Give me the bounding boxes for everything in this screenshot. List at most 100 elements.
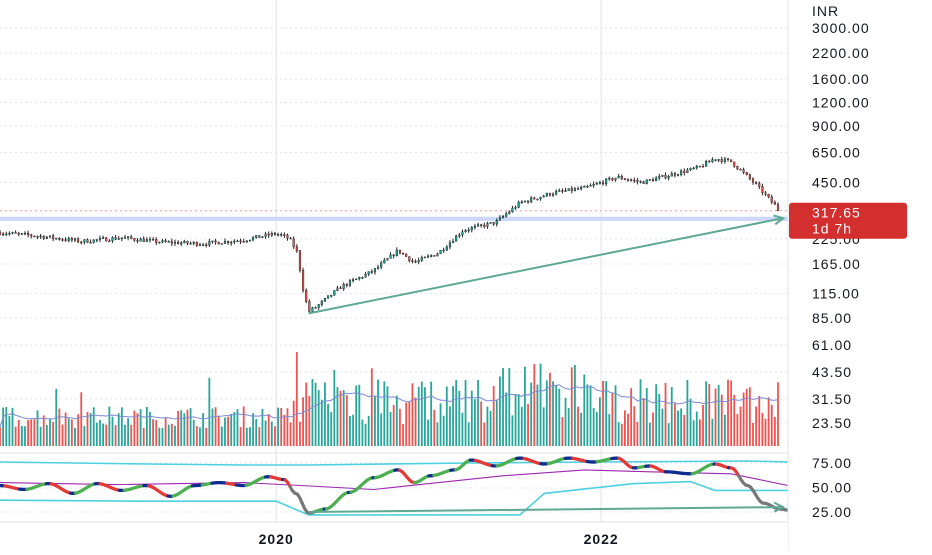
volume-bar: [108, 407, 110, 446]
candle-body: [555, 191, 557, 194]
volume-bar: [293, 401, 295, 446]
candle-body: [258, 235, 260, 237]
volume-bar: [636, 422, 638, 446]
candle-body: [480, 225, 482, 226]
volume-bar: [312, 379, 314, 446]
currency-label: INR: [812, 3, 839, 19]
volume-bar: [140, 409, 142, 446]
volume-bar: [177, 411, 179, 446]
candle-body: [496, 220, 498, 224]
volume-bar: [558, 389, 560, 446]
candle-body: [665, 175, 667, 178]
candle-body: [74, 239, 76, 240]
volume-bar: [396, 396, 398, 446]
oscillator-upper-band: [0, 461, 788, 465]
volume-bar: [99, 420, 101, 446]
volume-bar: [265, 421, 267, 446]
volume-bar: [262, 409, 264, 446]
volume-bar: [2, 408, 4, 446]
candle-body: [658, 176, 660, 178]
volume-bar: [646, 388, 648, 446]
candle-body: [146, 240, 148, 242]
volume-bar: [474, 399, 476, 446]
volume-ma-line: [0, 385, 778, 428]
candle-body: [152, 239, 154, 240]
volume-bar: [15, 427, 17, 446]
candle-body: [158, 242, 160, 243]
volume-bar: [112, 417, 114, 446]
volume-bar: [765, 419, 767, 446]
volume-bar: [327, 404, 329, 446]
candle-body: [93, 240, 95, 243]
volume-bar: [583, 374, 585, 446]
candle-body: [34, 236, 36, 237]
candle-body: [387, 258, 389, 260]
volume-bar: [690, 399, 692, 446]
volume-bar: [371, 368, 373, 446]
volume-bar: [146, 407, 148, 446]
candle-body: [15, 232, 17, 233]
candle-body: [43, 236, 45, 238]
volume-bar: [746, 389, 748, 446]
candle-body: [765, 193, 767, 194]
volume-bar: [18, 420, 20, 446]
volume-bar: [621, 424, 623, 446]
volume-bar: [468, 422, 470, 446]
volume-bar: [308, 396, 310, 446]
volume-bar: [215, 407, 217, 446]
candle-body: [180, 243, 182, 244]
price-tick-label: 85.00: [812, 310, 852, 326]
price-axis[interactable]: INR3000.002200.001600.001200.00900.00650…: [788, 0, 932, 550]
volume-bar: [274, 426, 276, 446]
volume-bar: [224, 418, 226, 446]
candle-body: [208, 241, 210, 245]
candle-body: [365, 274, 367, 277]
candle-body: [552, 194, 554, 195]
volume-bar: [774, 417, 776, 446]
volume-bar: [362, 420, 364, 446]
candle-body: [330, 295, 332, 296]
candle-body: [490, 222, 492, 223]
candle-body: [571, 189, 573, 191]
volume-bar: [562, 417, 564, 446]
candle-body: [71, 238, 73, 240]
volume-bar: [493, 386, 495, 446]
candle-body: [602, 182, 604, 183]
volume-bar: [555, 385, 557, 446]
volume-bar: [249, 427, 251, 446]
volume-bar: [374, 396, 376, 446]
volume-bar: [518, 394, 520, 446]
price-tick-label: 450.00: [812, 174, 861, 190]
volume-tick-label: 43.50: [812, 364, 852, 380]
volume-bar: [330, 412, 332, 446]
candle-body: [465, 230, 467, 231]
volume-bar: [252, 413, 254, 446]
candle-body: [333, 291, 335, 296]
candle-body: [655, 178, 657, 181]
volume-bar: [237, 409, 239, 446]
volume-bar: [412, 383, 414, 446]
candle-body: [590, 185, 592, 186]
candle-body: [112, 238, 114, 241]
candle-body: [627, 179, 629, 180]
oscillator-tick-label: 25.00: [812, 504, 852, 520]
volume-bar: [155, 420, 157, 446]
candle-body: [415, 261, 417, 262]
volume-bar: [649, 423, 651, 446]
candle-body: [108, 241, 110, 242]
volume-bar: [665, 383, 667, 446]
volume-bar: [608, 414, 610, 446]
candle-body: [424, 257, 426, 258]
volume-bar: [418, 387, 420, 446]
volume-bar: [43, 415, 45, 446]
candles: [0, 157, 779, 314]
candle-body: [59, 238, 61, 239]
volume-bar: [21, 426, 23, 446]
volume-bar: [24, 426, 26, 446]
volume-bar: [118, 413, 120, 446]
volume-bar: [521, 407, 523, 446]
volume-bar: [415, 397, 417, 446]
candle-body: [705, 161, 707, 166]
